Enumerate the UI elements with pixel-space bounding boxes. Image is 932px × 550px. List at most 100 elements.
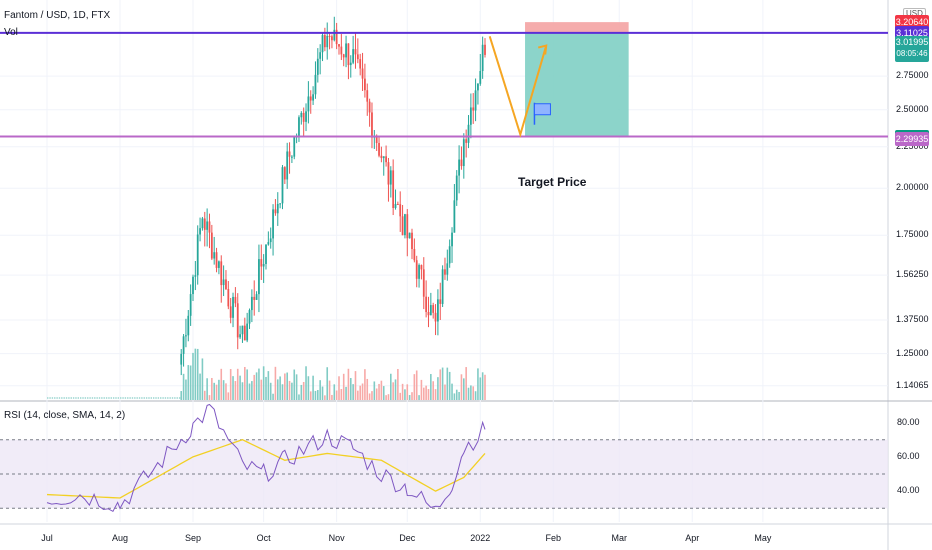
volume-bar [470, 385, 472, 400]
volume-bar [439, 369, 442, 400]
volume-bar [463, 378, 465, 400]
candle-body [425, 296, 428, 313]
rsi-indicator-label[interactable]: RSI (14, close, SMA, 14, 2) [4, 410, 126, 421]
volume-bar [171, 397, 174, 399]
volume-bar [472, 386, 475, 400]
volume-bar [446, 367, 449, 400]
volume-bar [82, 397, 84, 399]
time-tick-label: Dec [399, 533, 416, 543]
volume-bar [255, 372, 258, 400]
volume-bar [467, 387, 470, 400]
volume-bar [291, 382, 293, 400]
candle-body [437, 299, 439, 322]
volume-bar [174, 397, 176, 399]
rsi-tick-label: 40.00 [897, 485, 920, 496]
volume-bar [265, 376, 267, 400]
candle-body [236, 303, 239, 338]
volume-bar [75, 397, 77, 399]
volume-bar [215, 384, 218, 400]
volume-bar [314, 390, 317, 400]
candle-body [316, 58, 319, 75]
candle-body [465, 139, 468, 143]
candle-body [180, 353, 183, 365]
time-tick-label: May [754, 533, 772, 543]
candle-body [331, 36, 333, 41]
candle-body [272, 209, 274, 239]
volume-bar [392, 382, 394, 400]
volume-bar [110, 397, 112, 399]
candle-body [298, 117, 300, 137]
volume-bar [272, 393, 274, 400]
time-tick-label: Feb [545, 533, 562, 543]
volume-bar [385, 395, 387, 400]
volume-bar [460, 374, 463, 400]
candle-body [467, 124, 470, 143]
candle-body [335, 29, 338, 45]
time-tick-label: Mar [611, 533, 627, 543]
volume-bar [112, 397, 115, 399]
volume-bar [91, 397, 94, 399]
volume-bar [145, 397, 148, 399]
candle-body [314, 74, 317, 95]
candle-body [411, 232, 413, 250]
candle-body [234, 296, 237, 304]
rsi-sma-line [46, 439, 486, 499]
time-tick-label: Oct [256, 533, 271, 543]
candle-body [333, 29, 336, 41]
volume-bar [300, 384, 303, 400]
volume-bar [317, 389, 319, 400]
volume-bar [213, 382, 215, 400]
volume-bar [342, 373, 345, 400]
volume-bar [143, 397, 145, 399]
volume-bar [206, 378, 208, 400]
volume-bar [131, 397, 134, 399]
price-tag: 3.01995 08:05:46 [895, 36, 929, 63]
take-profit-zone [525, 32, 629, 137]
candle-body [232, 296, 234, 318]
candle-body [453, 200, 456, 233]
volume-bar [361, 383, 364, 400]
volume-bar [89, 397, 91, 399]
volume-bar [375, 388, 378, 400]
volume-bar [437, 377, 439, 400]
volume-bar [51, 397, 54, 399]
candle-body [474, 90, 477, 111]
volume-bar [229, 369, 232, 400]
volume-bar [298, 394, 300, 400]
volume-bar [115, 397, 117, 399]
rsi-line [46, 403, 486, 513]
volume-bar [340, 389, 343, 400]
candle-body [479, 71, 482, 84]
candle-body [208, 221, 211, 233]
candle-body [462, 139, 465, 167]
candle-body [288, 151, 291, 157]
volume-bar [122, 397, 124, 399]
candle-body [396, 203, 399, 205]
volume-bar [176, 397, 178, 399]
candle-body [267, 242, 270, 245]
candle-body [319, 52, 322, 59]
volume-indicator-label[interactable]: Vol [4, 27, 18, 38]
candle-body [260, 259, 263, 267]
volume-bar [68, 397, 70, 399]
candle-body [274, 209, 277, 214]
candle-body [432, 305, 435, 313]
price-tick-label: 1.14065 [896, 379, 929, 390]
candle-body [352, 49, 355, 63]
candle-body [427, 312, 430, 316]
price-tick-label: 2.00000 [896, 182, 929, 193]
volume-bar [169, 397, 171, 399]
candle-body [364, 78, 366, 91]
volume-bar [127, 397, 129, 399]
volume-bar [244, 366, 246, 400]
volume-bar [394, 379, 397, 400]
candle-body [356, 54, 359, 60]
volume-bar [305, 366, 307, 400]
volume-bar [98, 397, 101, 399]
volume-bar [382, 386, 385, 400]
volume-bar [401, 383, 404, 400]
candle-body [210, 232, 213, 259]
candle-body [399, 204, 402, 217]
candle-body [291, 156, 293, 158]
volume-bar [406, 384, 409, 400]
